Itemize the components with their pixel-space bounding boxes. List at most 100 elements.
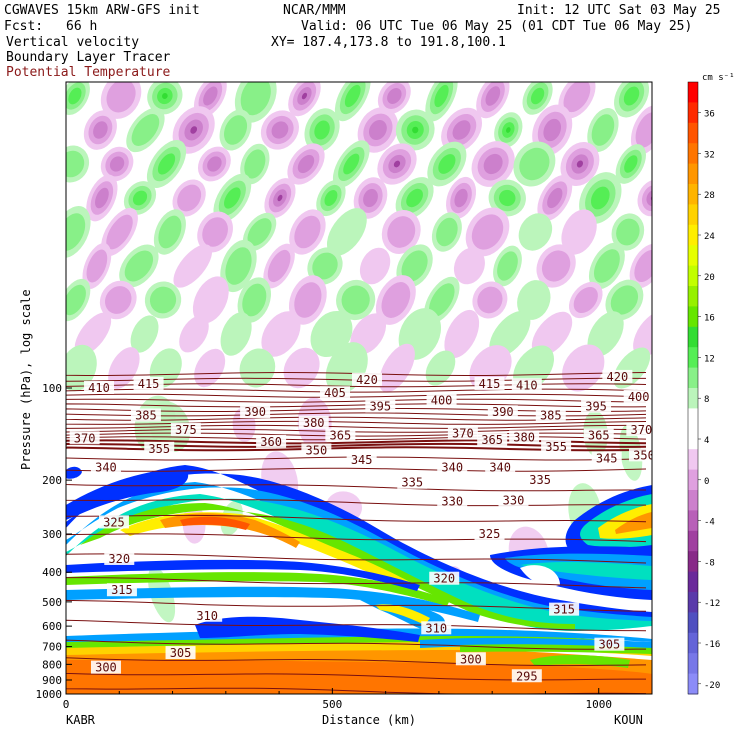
- theta-label-bg: [626, 422, 652, 436]
- colorbar-label: 12: [704, 354, 715, 364]
- colorbar-label: 36: [704, 110, 715, 120]
- colorbar-swatch: [688, 653, 698, 675]
- theta-contour: [66, 424, 646, 429]
- theta-label: 400: [431, 394, 453, 408]
- theta-label: 320: [433, 572, 455, 586]
- theta-label-bg: [525, 473, 556, 487]
- theta-label-bg: [397, 475, 428, 489]
- valid-time: Valid: 06 UTC Tue 06 May 25 (01 CDT Tue …: [301, 19, 693, 34]
- x-axis: 0 500 1000: [63, 688, 653, 711]
- y-tick-label: 1000: [36, 688, 63, 701]
- vertical-velocity-cell: [225, 247, 252, 285]
- vertical-velocity-cell: [547, 187, 563, 209]
- theta-label: 365: [588, 429, 610, 443]
- theta-label-bg: [84, 381, 115, 394]
- theta-contour: [66, 371, 647, 376]
- forecast-hour: 66 h: [66, 19, 98, 34]
- theta-label: 360: [260, 435, 282, 449]
- theta-label-bg: [104, 551, 135, 565]
- vertical-velocity-cell: [74, 312, 112, 356]
- x-tick-label: 500: [322, 698, 342, 711]
- theta-label: 345: [351, 453, 373, 467]
- colorbar-label: -16: [704, 640, 720, 650]
- y-tick-label: 100: [42, 382, 62, 395]
- vertical-velocity-cell: [587, 311, 624, 357]
- vertical-velocity-cell: [624, 155, 638, 173]
- vertical-velocity-cell: [297, 154, 315, 174]
- theta-label: 415: [138, 377, 160, 391]
- vertical-velocity-cell: [192, 276, 229, 324]
- theta-label: 340: [441, 461, 463, 475]
- colorbar-swatch: [688, 388, 698, 409]
- vertical-velocity-cell: [202, 217, 228, 247]
- theta-label: 380: [303, 416, 325, 430]
- x-axis-label: Distance (km): [322, 713, 416, 727]
- vertical-velocity-cell: [635, 112, 652, 148]
- theta-contour: [66, 657, 647, 667]
- theta-label-bg: [320, 386, 351, 400]
- colorbar-swatch: [688, 673, 698, 695]
- theta-label-bg: [170, 422, 201, 436]
- vertical-velocity-cell: [471, 214, 504, 250]
- theta-label: 355: [545, 440, 567, 454]
- colorbar-swatch: [688, 163, 698, 185]
- vertical-velocity-cell: [497, 251, 518, 281]
- colorbar-swatch: [688, 122, 698, 144]
- vertical-velocity-cell: [173, 244, 213, 288]
- colorbar-swatch: [688, 326, 698, 348]
- vertical-velocity-cell: [244, 149, 266, 179]
- theta-label: 415: [479, 377, 501, 391]
- vertical-velocity-cell: [436, 217, 458, 247]
- theta-label: 395: [585, 400, 607, 414]
- org-label: NCAR/MMM: [283, 3, 346, 18]
- theta-label: 365: [330, 429, 352, 443]
- theta-label-bg: [437, 494, 468, 508]
- theta-label-bg: [90, 460, 121, 474]
- vertical-velocity-cell: [444, 309, 480, 359]
- potential-temperature-labels: 420 420 415 415 410 410 405 400 400 395 395 390 390 3…: [69, 369, 652, 683]
- colorbar-swatch: [688, 428, 698, 450]
- theta-label: 335: [401, 476, 423, 490]
- vertical-velocity-cell: [379, 343, 415, 393]
- colorbar-swatch: [688, 286, 698, 307]
- y-tick-label: 200: [42, 474, 62, 487]
- vertical-velocity-cell: [86, 249, 108, 283]
- theta-label-bg: [511, 669, 542, 683]
- theta-label: 405: [324, 386, 346, 400]
- colorbar-label: -20: [704, 681, 720, 691]
- vertical-velocity-cell: [240, 82, 271, 116]
- vertical-velocity-cell: [425, 350, 456, 386]
- theta-label: 365: [481, 433, 503, 447]
- vertical-velocity-cell: [131, 114, 160, 146]
- vertical-velocity-cell: [530, 87, 545, 105]
- colorbar-swatch: [688, 82, 698, 103]
- colorbar-label: 4: [704, 436, 709, 446]
- colorbar-swatch: [688, 469, 698, 491]
- colorbar-label: -8: [704, 558, 715, 568]
- vertical-velocity-cell: [312, 252, 338, 280]
- vertical-velocity-cell: [66, 344, 97, 392]
- theta-label: 380: [513, 430, 535, 444]
- colorbar-swatch: [688, 367, 698, 389]
- theta-label-bg: [437, 460, 468, 474]
- vertical-velocity-cell: [610, 285, 639, 315]
- right-station: KOUN: [614, 713, 643, 727]
- theta-label: 400: [628, 390, 650, 404]
- vertical-velocity-cell: [106, 214, 133, 250]
- vertical-velocity-cell: [124, 250, 154, 282]
- y-axis-label: Pressure (hPa), log scale: [19, 289, 33, 470]
- theta-contour: [66, 398, 647, 403]
- theta-label: 305: [170, 646, 192, 660]
- colorbar-swatch: [688, 408, 698, 430]
- colorbar-swatch: [688, 490, 698, 511]
- y-tick-label: 700: [42, 641, 62, 654]
- vertical-velocity-cell: [157, 153, 176, 175]
- theta-label: 340: [489, 461, 511, 475]
- vertical-velocity-cell: [438, 154, 456, 174]
- field-potential-temperature: Potential Temperature: [6, 65, 171, 80]
- colorbar-swatch: [688, 592, 698, 613]
- theta-label: 375: [175, 423, 197, 437]
- theta-label: 390: [492, 405, 514, 419]
- theta-label-bg: [594, 637, 625, 651]
